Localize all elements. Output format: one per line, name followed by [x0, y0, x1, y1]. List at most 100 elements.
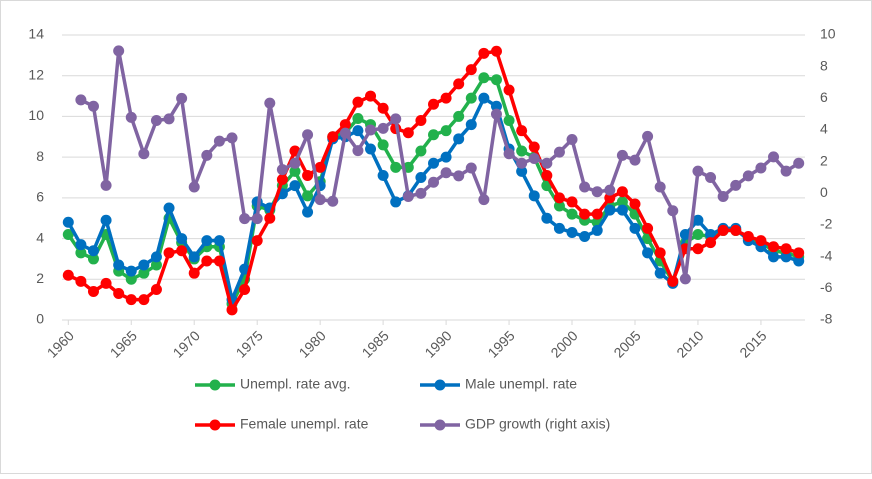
- series-marker: [478, 92, 490, 104]
- series-marker: [150, 251, 162, 263]
- series-marker: [667, 275, 679, 287]
- series-marker: [264, 97, 276, 109]
- series-marker: [352, 145, 364, 157]
- series-marker: [768, 251, 780, 263]
- series-marker: [87, 100, 99, 112]
- series-marker: [478, 47, 490, 59]
- series-marker: [415, 145, 427, 157]
- series-marker: [717, 224, 729, 236]
- series-marker: [705, 229, 717, 240]
- series-marker: [428, 157, 439, 169]
- series-marker: [453, 78, 465, 90]
- series-marker: [528, 141, 540, 153]
- series-marker: [377, 122, 389, 134]
- series-marker: [327, 131, 339, 143]
- series-marker: [276, 174, 288, 186]
- series-marker: [302, 190, 314, 202]
- series-marker: [339, 119, 351, 131]
- series-marker: [100, 179, 112, 191]
- series-marker: [226, 304, 238, 316]
- series-marker: [742, 170, 754, 182]
- series-marker: [490, 100, 502, 112]
- series-marker: [176, 233, 188, 245]
- series-marker: [465, 92, 477, 104]
- series-marker: [239, 283, 251, 295]
- series-marker: [465, 64, 477, 76]
- series-marker: [176, 245, 188, 257]
- series-marker: [604, 204, 616, 216]
- series-marker: [150, 115, 162, 126]
- series-marker: [742, 231, 754, 243]
- series-marker: [604, 192, 616, 204]
- series-marker: [591, 208, 603, 220]
- series-marker: [705, 237, 717, 249]
- series-marker: [629, 222, 641, 234]
- series-marker: [327, 195, 339, 207]
- legend-label: Male unempl. rate: [465, 376, 577, 392]
- series-marker: [692, 165, 704, 177]
- series-marker: [428, 176, 439, 188]
- series-marker: [705, 172, 717, 183]
- series-marker: [113, 259, 125, 271]
- series-marker: [453, 170, 465, 182]
- series-line: [80, 49, 800, 281]
- series-marker: [302, 169, 314, 181]
- series-marker: [201, 255, 213, 267]
- series-marker: [553, 200, 565, 212]
- series-marker: [566, 226, 578, 238]
- series-marker: [188, 251, 200, 263]
- legend-marker: [434, 419, 446, 431]
- y-tick-label: 10: [28, 107, 44, 123]
- series-marker: [75, 275, 87, 287]
- series-marker: [440, 125, 452, 137]
- series-marker: [465, 119, 477, 131]
- series-marker: [87, 245, 99, 257]
- series-marker: [62, 229, 74, 240]
- series-marker: [176, 92, 188, 104]
- series-marker: [465, 162, 477, 174]
- series-marker: [213, 255, 225, 267]
- series-marker: [528, 190, 540, 202]
- y-tick-label: 6: [36, 189, 44, 205]
- series-marker: [604, 184, 616, 196]
- series-marker: [616, 204, 628, 216]
- series-marker: [490, 45, 502, 57]
- series-marker: [730, 179, 742, 191]
- series-marker: [591, 186, 603, 198]
- y-tick-label: 0: [36, 311, 44, 327]
- series-marker: [478, 194, 490, 206]
- series-marker: [377, 169, 389, 181]
- series-marker: [75, 239, 87, 251]
- series-marker: [566, 196, 578, 208]
- series-marker: [692, 243, 704, 255]
- series-marker: [440, 167, 452, 179]
- series-marker: [768, 241, 780, 253]
- series-marker: [541, 169, 553, 181]
- series-marker: [642, 247, 654, 259]
- y-tick-label: 2: [36, 270, 44, 286]
- series-marker: [213, 135, 225, 147]
- series-marker: [793, 247, 805, 259]
- series-marker: [503, 148, 515, 160]
- series-marker: [679, 273, 691, 285]
- series-marker: [642, 130, 654, 142]
- series-marker: [390, 196, 402, 208]
- y-tick-label: 8: [36, 148, 44, 164]
- series-marker: [553, 146, 565, 158]
- series-marker: [428, 129, 439, 141]
- series-marker: [163, 113, 175, 125]
- series-marker: [339, 127, 351, 139]
- series-marker: [75, 247, 87, 259]
- series-marker: [402, 191, 414, 202]
- series-marker: [125, 111, 137, 123]
- series-marker: [87, 253, 99, 265]
- series-marker: [616, 149, 628, 161]
- series-marker: [730, 224, 742, 236]
- series-marker: [100, 277, 112, 289]
- legend-marker: [209, 379, 221, 391]
- series-marker: [541, 212, 553, 224]
- series-marker: [302, 129, 314, 141]
- y2-tick-label: 2: [820, 152, 828, 168]
- legend-label: GDP growth (right axis): [465, 416, 610, 432]
